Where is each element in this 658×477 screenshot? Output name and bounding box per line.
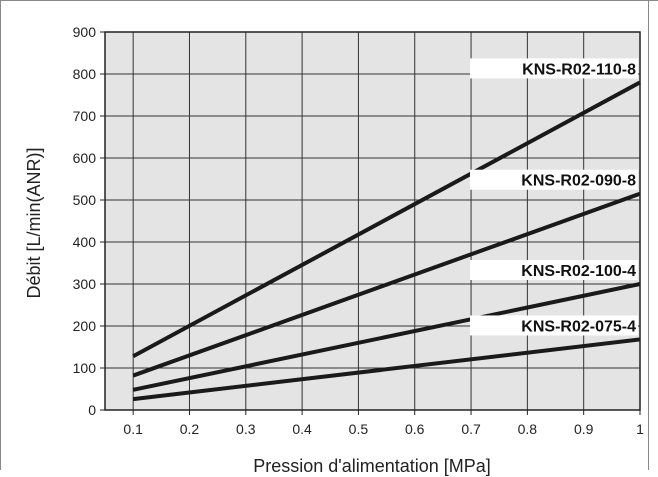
series-label: KNS-R02-090-8: [521, 173, 636, 190]
y-tick-label: 400: [73, 234, 97, 250]
plot-area: [105, 32, 640, 410]
grid-lines: [105, 32, 641, 410]
y-tick-label: 200: [73, 318, 97, 334]
y-tick-label: 800: [73, 66, 97, 82]
series-line: [132, 191, 641, 378]
y-tick-label: 900: [73, 24, 97, 40]
y-axis-ticks: 0 100 200 300 400 500 600 700 800 900: [73, 24, 105, 418]
series-label-background: [470, 260, 638, 280]
x-tick-label: 0.9: [574, 421, 594, 437]
series-label: KNS-R02-110-8: [522, 61, 636, 78]
x-tick-label: 0.1: [123, 421, 143, 437]
y-tick-label: 600: [73, 150, 97, 166]
y-tick-label: 300: [73, 276, 97, 292]
x-tick-label: 0.3: [236, 421, 256, 437]
plot-border: [104, 31, 641, 411]
series-label-background: [470, 315, 638, 336]
series-label: KNS-R02-100-4: [521, 263, 636, 280]
series-line: [132, 80, 641, 358]
x-tick-label: 0.6: [405, 421, 425, 437]
y-tick-label: 500: [73, 192, 97, 208]
x-tick-label: 0.5: [349, 421, 369, 437]
y-tick-label: 100: [73, 360, 97, 376]
x-tick-label: 0.8: [518, 421, 538, 437]
x-tick-label: 0.4: [292, 421, 312, 437]
y-axis-title: Débit [L/min(ANR)]: [24, 147, 44, 298]
series-line: [132, 282, 641, 392]
series-line: [132, 337, 641, 402]
x-axis-ticks: 0.1 0.2 0.3 0.4 0.5 0.6 0.7 0.8 0.9 1: [123, 410, 644, 437]
y-tick-label: 700: [73, 108, 97, 124]
x-axis-title: Pression d'alimentation [MPa]: [253, 456, 491, 476]
x-tick-label: 0.2: [180, 421, 200, 437]
y-tick-label: 0: [88, 402, 96, 418]
series-label-background: [470, 169, 638, 190]
series-lines: [132, 80, 641, 402]
series-label-background: [470, 58, 638, 79]
x-tick-label: 1: [636, 421, 644, 437]
series-labels: KNS-R02-110-8 KNS-R02-090-8 KNS-R02-100-4 K…: [470, 58, 638, 336]
x-tick-label: 0.7: [461, 421, 481, 437]
series-label: KNS-R02-075-4: [521, 318, 636, 335]
